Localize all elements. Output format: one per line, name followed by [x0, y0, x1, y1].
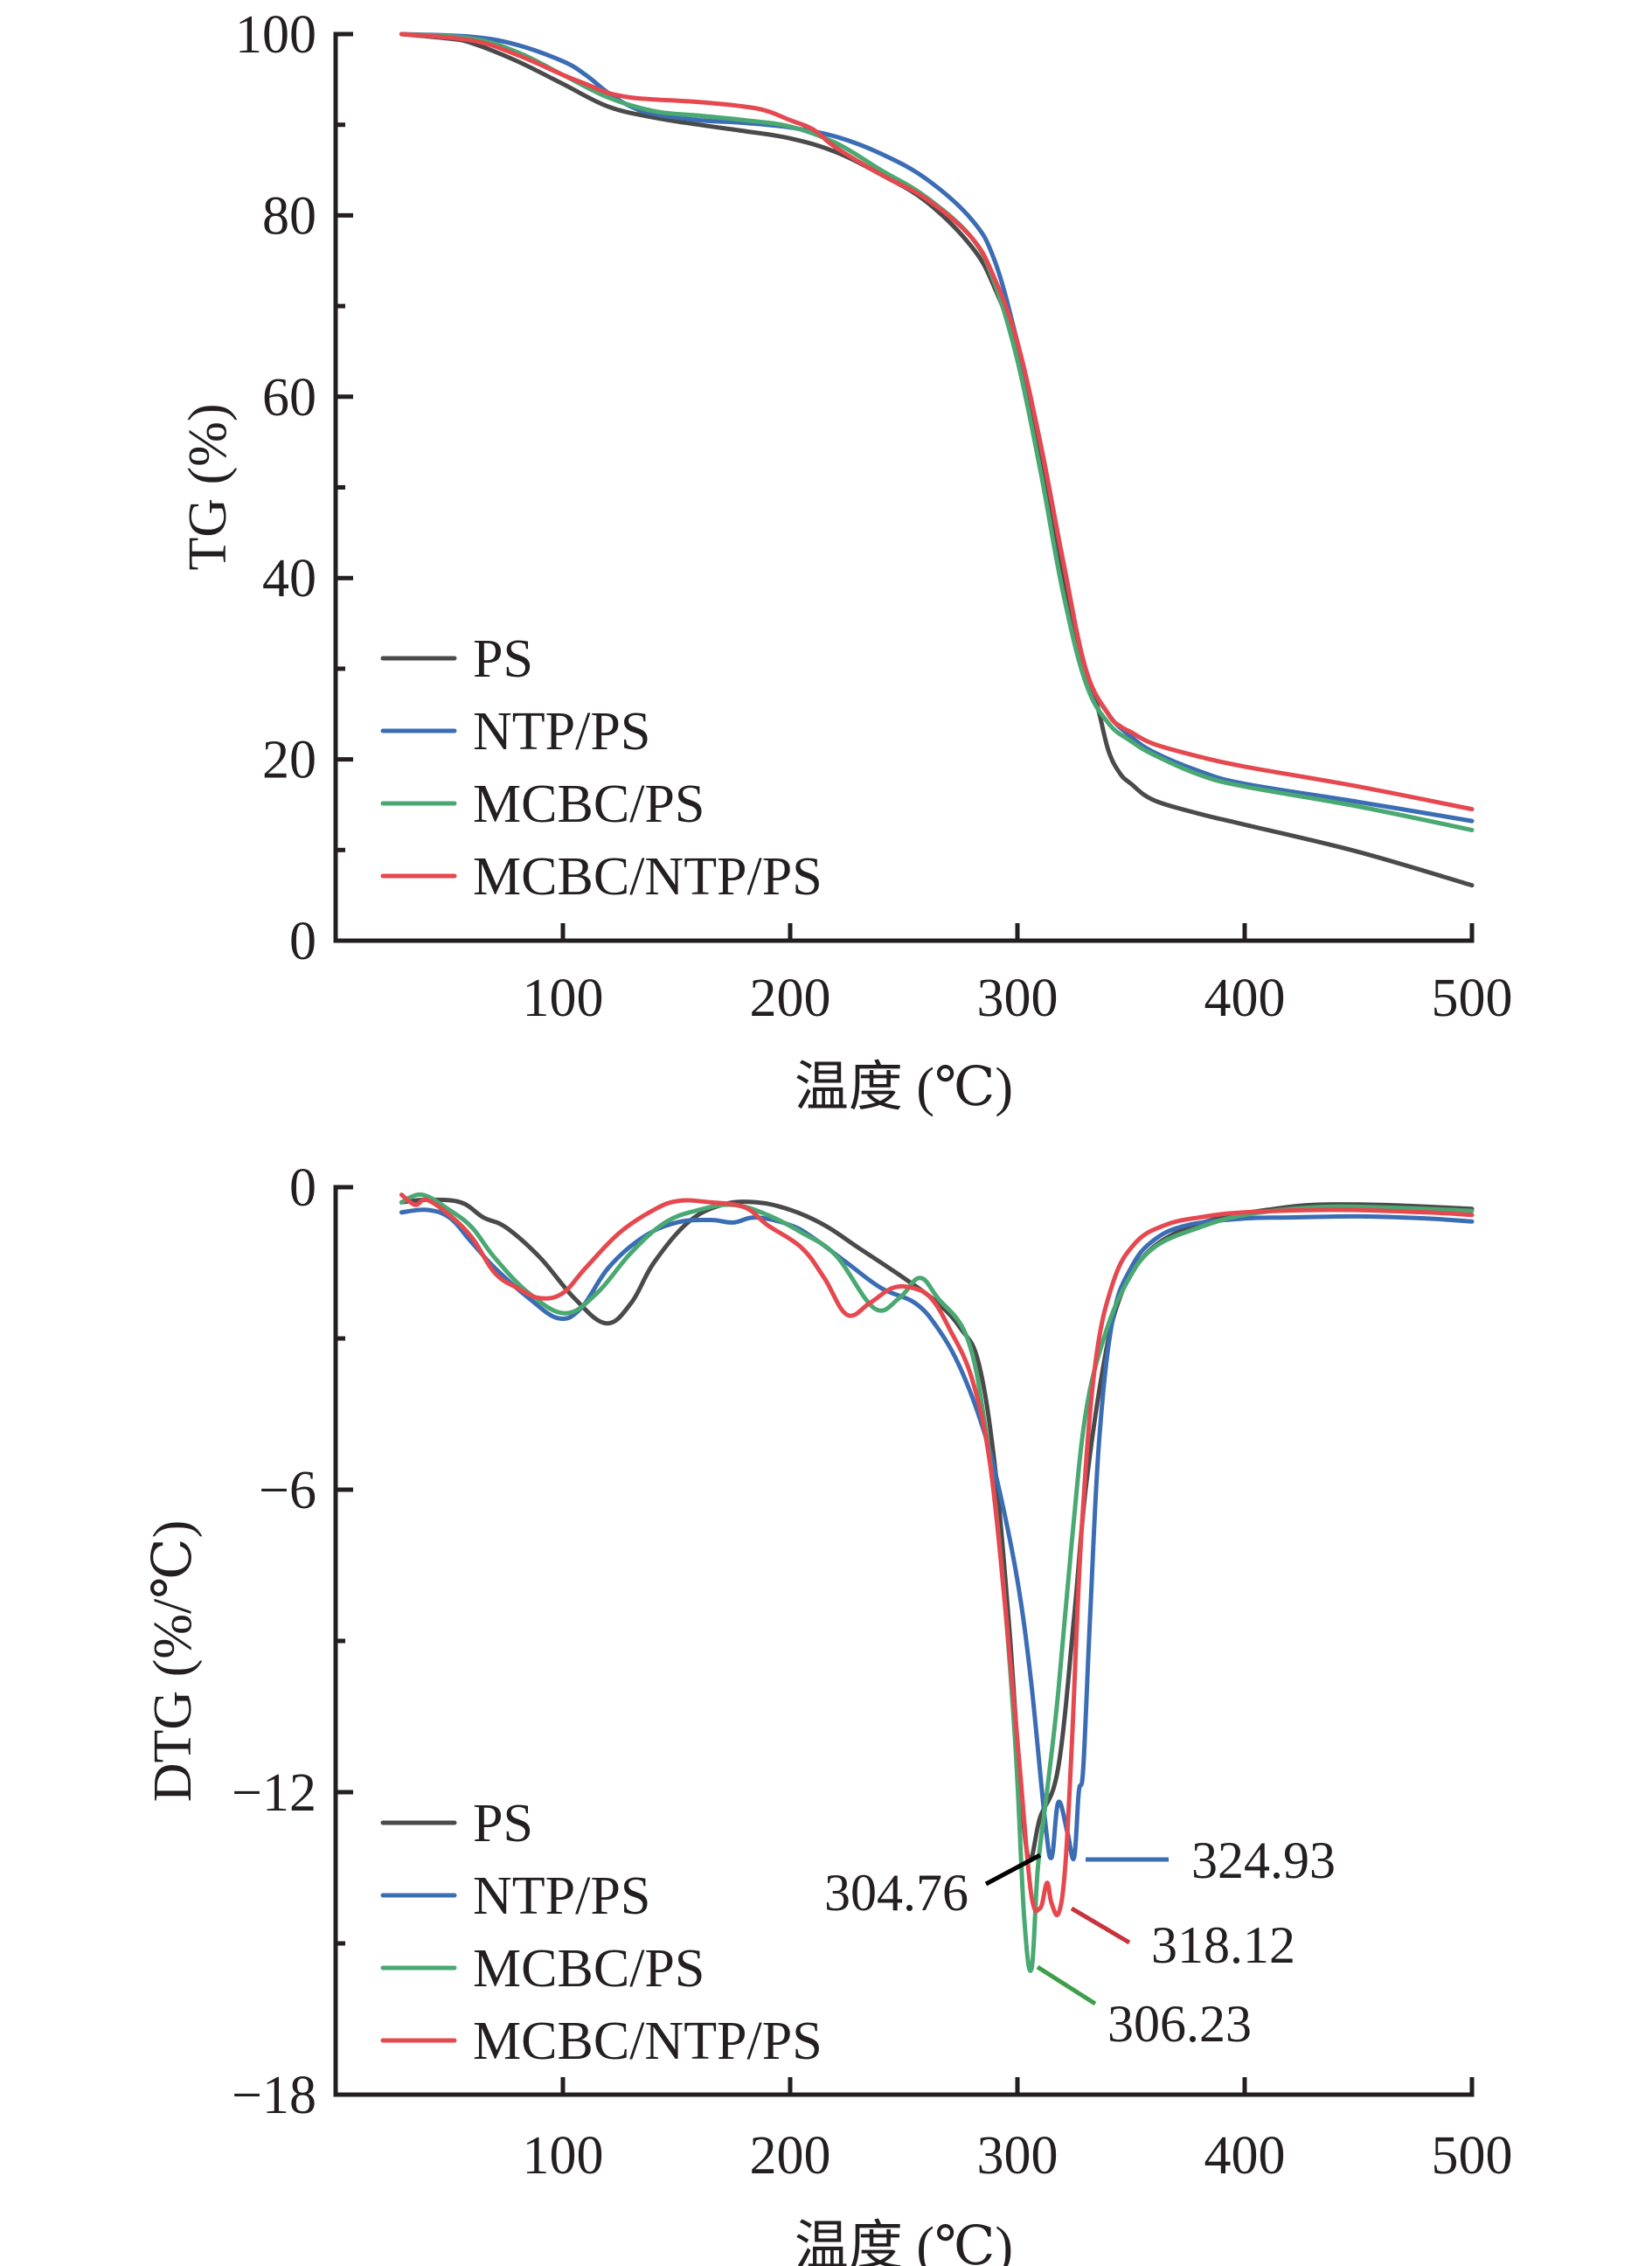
legend-label: PS [473, 1794, 533, 1853]
tg-y-tick-label: 100 [235, 5, 316, 65]
tg-tick-labels: 100 200 300 400 500 0 20 40 60 80 100 [235, 5, 1513, 1028]
tg-x-tick-label: 500 [1432, 969, 1513, 1028]
annotation-leader-mcbc-ntp-ps [1070, 1906, 1131, 1945]
dtg-y-tick-label: 0 [289, 1158, 316, 1218]
dtg-legend: PS NTP/PS MCBC/PS MCBC/NTP/PS [380, 1794, 823, 2071]
tg-x-tick-label: 400 [1204, 969, 1286, 1028]
tg-chart: 100 200 300 400 500 0 20 40 60 80 100 温度 (℃) TG (%… [178, 5, 1513, 1117]
dtg-y-tick-label: −12 [232, 1763, 316, 1823]
tg-legend-item-mcbc-ntp-ps: MCBC/NTP/PS [380, 847, 823, 907]
tg-x-axis-title: 温度 (℃) [795, 1058, 1013, 1117]
legend-label: MCBC/PS [473, 1939, 705, 1998]
dtg-series-mcbc-ntp-ps [399, 1192, 1475, 1918]
annotation-leader-ps [984, 1852, 1042, 1887]
dtg-series-ntp-ps [399, 1207, 1475, 1862]
dtg-legend-item-ps: PS [380, 1794, 533, 1853]
dtg-series-layer [399, 1192, 1475, 1973]
tg-series-ntp-ps [399, 31, 1475, 824]
dtg-tick-labels: 100 200 300 400 500 0 −6 −12 −18 [232, 1158, 1512, 2186]
tg-y-tick-label: 20 [262, 731, 316, 790]
tg-y-tick-label: 60 [262, 368, 316, 427]
dtg-chart: 100 200 300 400 500 0 −6 −12 −18 温度 (℃) DTG (%/℃… [143, 1158, 1513, 2266]
annotation-label-mcbc-ps: 306.23 [1107, 1995, 1252, 2053]
legend-label: NTP/PS [473, 1866, 650, 1926]
dtg-x-axis-title: 温度 (℃) [795, 2217, 1013, 2266]
annotation-306-23: 306.23 [1036, 1964, 1252, 2053]
legend-label: PS [473, 629, 533, 689]
tg-x-tick-label: 100 [523, 969, 604, 1028]
dtg-legend-item-mcbc-ps: MCBC/PS [380, 1939, 705, 1998]
annotation-318-12: 318.12 [1070, 1906, 1295, 1974]
legend-label: MCBC/NTP/PS [473, 2012, 823, 2071]
tg-series-mcbc-ntp-ps [399, 31, 1475, 812]
dtg-x-tick-label: 200 [750, 2126, 831, 2186]
annotation-leader-mcbc-ps [1036, 1964, 1097, 2006]
annotation-304-76: 304.76 [824, 1852, 1042, 1922]
tg-legend-item-mcbc-ps: MCBC/PS [380, 775, 705, 834]
tg-legend-item-ntp-ps: NTP/PS [380, 702, 650, 761]
tg-x-tick-label: 300 [977, 969, 1059, 1028]
tg-series-layer [399, 31, 1475, 888]
dtg-x-tick-label: 500 [1432, 2126, 1513, 2186]
dtg-y-tick-label: −6 [259, 1461, 316, 1520]
dtg-axes [333, 1185, 1475, 2097]
dtg-x-tick-label: 100 [523, 2126, 604, 2186]
tg-x-tick-label: 200 [750, 969, 831, 1028]
tg-y-tick-label: 80 [262, 186, 316, 246]
tg-legend: PS NTP/PS MCBC/PS MCBC/NTP/PS [380, 629, 823, 907]
dtg-y-axis-title: DTG (%/℃) [143, 1520, 203, 1802]
annotation-label-mcbc-ntp-ps: 318.12 [1151, 1916, 1295, 1974]
dtg-legend-item-mcbc-ntp-ps: MCBC/NTP/PS [380, 2012, 823, 2071]
dtg-y-tick-label: −18 [232, 2066, 316, 2125]
annotation-label-ntp-ps: 324.93 [1191, 1832, 1336, 1889]
tg-axes [333, 31, 1475, 943]
tg-y-axis-title: TG (%) [178, 403, 238, 570]
dtg-legend-item-ntp-ps: NTP/PS [380, 1866, 650, 1926]
tg-y-tick-label: 0 [289, 912, 316, 971]
annotation-label-ps: 304.76 [824, 1864, 968, 1922]
dtg-x-tick-label: 300 [977, 2126, 1059, 2186]
legend-label: NTP/PS [473, 702, 650, 761]
tg-y-tick-label: 40 [262, 549, 316, 608]
legend-label: MCBC/PS [473, 775, 705, 834]
legend-label: MCBC/NTP/PS [473, 847, 823, 907]
dtg-x-tick-label: 400 [1204, 2126, 1286, 2186]
tg-legend-item-ps: PS [380, 629, 533, 689]
annotation-324-93: 324.93 [1086, 1832, 1336, 1889]
